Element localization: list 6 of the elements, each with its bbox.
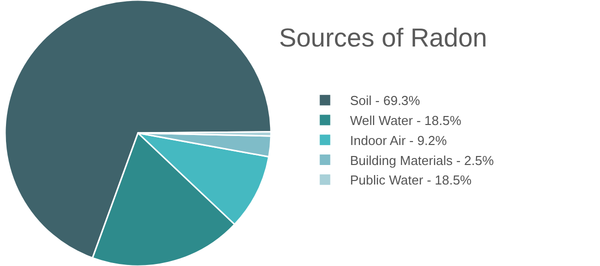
- legend-label: Soil - 69.3%: [350, 93, 421, 108]
- legend-label: Building Materials - 2.5%: [350, 152, 494, 168]
- legend-label: Public Water - 18.5%: [350, 172, 472, 188]
- text: Sources of Radon: [279, 22, 488, 52]
- legend-label: Well Water - 18.5%: [350, 113, 462, 128]
- legend-label: Indoor Air - 9.2%: [350, 132, 448, 148]
